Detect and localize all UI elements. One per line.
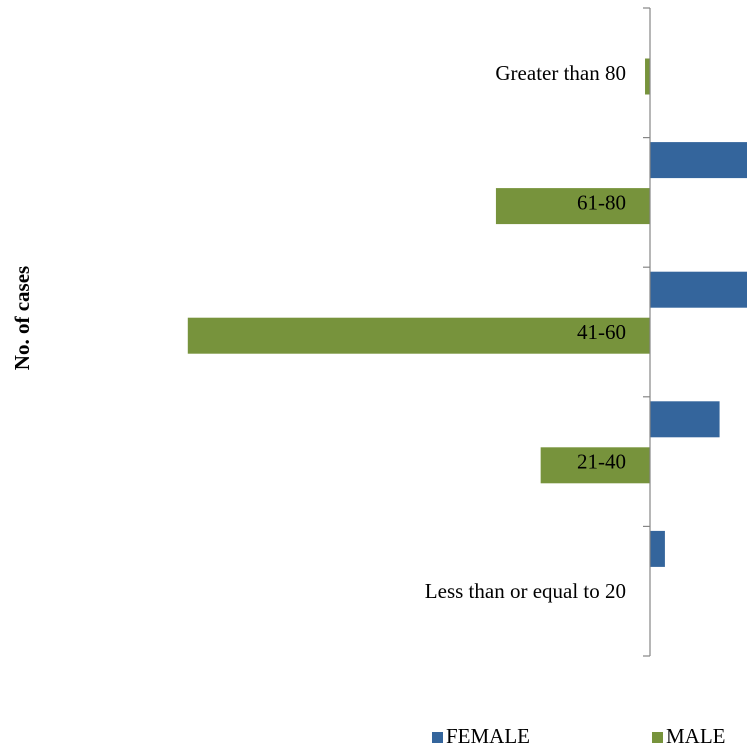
y-axis-title: No. of cases: [10, 266, 34, 370]
legend-label-male: MALE: [666, 724, 726, 748]
bar-female-61-80: [650, 142, 747, 179]
category-label-greater-than-80: Greater than 80: [495, 61, 626, 85]
legend-swatch-female: [432, 732, 443, 743]
legend-item-male: MALE: [652, 724, 726, 748]
category-axis: [643, 7, 651, 657]
legend: FEMALE MALE: [432, 724, 726, 748]
category-label-21-40: 21-40: [577, 450, 626, 474]
bar-male-61-80: [495, 188, 650, 225]
legend-label-female: FEMALE: [446, 724, 530, 748]
bar-female-less-than-or-equal-to-20: [650, 530, 665, 567]
bars-layer: [187, 58, 747, 567]
category-label-41-60: 41-60: [577, 320, 626, 344]
bar-male-41-60: [187, 317, 651, 354]
category-labels: Less than or equal to 20 21-40 41-60 61-80 G…: [425, 61, 626, 603]
legend-swatch-male: [652, 732, 663, 743]
bar-male-greater-than-80: [645, 58, 650, 95]
bar-female-21-40: [650, 401, 720, 438]
legend-item-female: FEMALE: [432, 724, 530, 748]
bar-female-41-60: [650, 271, 747, 308]
bar-male-21-40: [540, 447, 650, 484]
category-label-less-than-or-equal-to-20: Less than or equal to 20: [425, 579, 626, 603]
category-label-61-80: 61-80: [577, 190, 626, 214]
